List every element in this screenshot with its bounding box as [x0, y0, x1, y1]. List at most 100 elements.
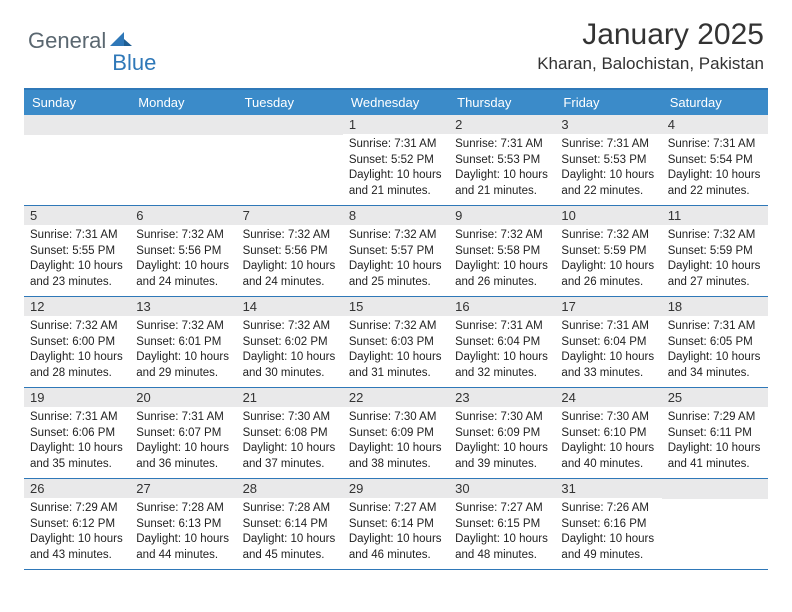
day-cell: 19 Sunrise: 7:31 AMSunset: 6:06 PMDayligh… — [24, 388, 130, 478]
daylight-text: Daylight: 10 hours and 21 minutes. — [349, 168, 443, 199]
location-label: Kharan, Balochistan, Pakistan — [537, 54, 764, 74]
day-details: Sunrise: 7:28 AMSunset: 6:14 PMDaylight:… — [243, 501, 337, 563]
daylight-text: Daylight: 10 hours and 22 minutes. — [561, 168, 655, 199]
day-header-fri: Friday — [555, 90, 661, 115]
day-number: 26 — [24, 479, 130, 498]
day-number: 28 — [237, 479, 343, 498]
sunrise-text: Sunrise: 7:32 AM — [136, 228, 230, 244]
week-row: 19 Sunrise: 7:31 AMSunset: 6:06 PMDayligh… — [24, 388, 768, 479]
sunrise-text: Sunrise: 7:28 AM — [136, 501, 230, 517]
sunset-text: Sunset: 5:52 PM — [349, 153, 443, 169]
sunset-text: Sunset: 6:00 PM — [30, 335, 124, 351]
day-number: 5 — [24, 206, 130, 225]
sunrise-text: Sunrise: 7:32 AM — [243, 228, 337, 244]
daylight-text: Daylight: 10 hours and 24 minutes. — [136, 259, 230, 290]
day-number: 15 — [343, 297, 449, 316]
day-details: Sunrise: 7:31 AMSunset: 6:07 PMDaylight:… — [136, 410, 230, 472]
day-cell: 2Sunrise: 7:31 AMSunset: 5:53 PMDaylight… — [449, 115, 555, 205]
sunset-text: Sunset: 5:56 PM — [243, 244, 337, 260]
sunset-text: Sunset: 6:08 PM — [243, 426, 337, 442]
daylight-text: Daylight: 10 hours and 25 minutes. — [349, 259, 443, 290]
daylight-text: Daylight: 10 hours and 45 minutes. — [243, 532, 337, 563]
sunset-text: Sunset: 6:04 PM — [561, 335, 655, 351]
sunset-text: Sunset: 6:14 PM — [349, 517, 443, 533]
day-details: Sunrise: 7:31 AMSunset: 6:05 PMDaylight:… — [668, 319, 762, 381]
day-details: Sunrise: 7:32 AMSunset: 5:57 PMDaylight:… — [349, 228, 443, 290]
daylight-text: Daylight: 10 hours and 43 minutes. — [30, 532, 124, 563]
daylight-text: Daylight: 10 hours and 30 minutes. — [243, 350, 337, 381]
daylight-text: Daylight: 10 hours and 28 minutes. — [30, 350, 124, 381]
sunset-text: Sunset: 6:02 PM — [243, 335, 337, 351]
day-details: Sunrise: 7:29 AMSunset: 6:11 PMDaylight:… — [668, 410, 762, 472]
day-details: Sunrise: 7:31 AMSunset: 5:55 PMDaylight:… — [30, 228, 124, 290]
sunset-text: Sunset: 6:09 PM — [349, 426, 443, 442]
daylight-text: Daylight: 10 hours and 38 minutes. — [349, 441, 443, 472]
daylight-text: Daylight: 10 hours and 39 minutes. — [455, 441, 549, 472]
sunset-text: Sunset: 6:01 PM — [136, 335, 230, 351]
day-number: 7 — [237, 206, 343, 225]
sunset-text: Sunset: 6:04 PM — [455, 335, 549, 351]
sunrise-text: Sunrise: 7:28 AM — [243, 501, 337, 517]
sunset-text: Sunset: 6:05 PM — [668, 335, 762, 351]
sunrise-text: Sunrise: 7:27 AM — [349, 501, 443, 517]
day-details: Sunrise: 7:27 AMSunset: 6:15 PMDaylight:… — [455, 501, 549, 563]
day-details: Sunrise: 7:32 AMSunset: 5:58 PMDaylight:… — [455, 228, 549, 290]
sunrise-text: Sunrise: 7:31 AM — [455, 319, 549, 335]
day-details: Sunrise: 7:26 AMSunset: 6:16 PMDaylight:… — [561, 501, 655, 563]
day-details: Sunrise: 7:30 AMSunset: 6:08 PMDaylight:… — [243, 410, 337, 472]
sunset-text: Sunset: 6:03 PM — [349, 335, 443, 351]
sunset-text: Sunset: 6:12 PM — [30, 517, 124, 533]
daylight-text: Daylight: 10 hours and 24 minutes. — [243, 259, 337, 290]
day-details: Sunrise: 7:32 AMSunset: 6:00 PMDaylight:… — [30, 319, 124, 381]
day-cell: 12Sunrise: 7:32 AMSunset: 6:00 PMDayligh… — [24, 297, 130, 387]
day-number: 13 — [130, 297, 236, 316]
sunrise-text: Sunrise: 7:31 AM — [668, 319, 762, 335]
day-cell: 6Sunrise: 7:32 AMSunset: 5:56 PMDaylight… — [130, 206, 236, 296]
sunset-text: Sunset: 5:58 PM — [455, 244, 549, 260]
day-cell: 25Sunrise: 7:29 AMSunset: 6:11 PMDayligh… — [662, 388, 768, 478]
day-details: Sunrise: 7:31 AMSunset: 5:54 PMDaylight:… — [668, 137, 762, 199]
sunset-text: Sunset: 6:14 PM — [243, 517, 337, 533]
day-cell: 24Sunrise: 7:30 AMSunset: 6:10 PMDayligh… — [555, 388, 661, 478]
sunrise-text: Sunrise: 7:31 AM — [561, 319, 655, 335]
day-number: 4 — [662, 115, 768, 134]
daylight-text: Daylight: 10 hours and 29 minutes. — [136, 350, 230, 381]
day-cell: 15Sunrise: 7:32 AMSunset: 6:03 PMDayligh… — [343, 297, 449, 387]
sunset-text: Sunset: 5:59 PM — [561, 244, 655, 260]
day-details: Sunrise: 7:30 AMSunset: 6:09 PMDaylight:… — [349, 410, 443, 472]
sunrise-text: Sunrise: 7:27 AM — [455, 501, 549, 517]
week-row: 1Sunrise: 7:31 AMSunset: 5:52 PMDaylight… — [24, 115, 768, 206]
day-number: 21 — [237, 388, 343, 407]
day-number: 22 — [343, 388, 449, 407]
daylight-text: Daylight: 10 hours and 46 minutes. — [349, 532, 443, 563]
day-details: Sunrise: 7:32 AMSunset: 5:56 PMDaylight:… — [243, 228, 337, 290]
logo: General Blue — [28, 18, 156, 64]
day-number: 31 — [555, 479, 661, 498]
day-cell: 3Sunrise: 7:31 AMSunset: 5:53 PMDaylight… — [555, 115, 661, 205]
sunset-text: Sunset: 6:07 PM — [136, 426, 230, 442]
daylight-text: Daylight: 10 hours and 26 minutes. — [561, 259, 655, 290]
day-details: Sunrise: 7:32 AMSunset: 5:59 PMDaylight:… — [561, 228, 655, 290]
daylight-text: Daylight: 10 hours and 41 minutes. — [668, 441, 762, 472]
sunrise-text: Sunrise: 7:32 AM — [349, 319, 443, 335]
day-cell: 14Sunrise: 7:32 AMSunset: 6:02 PMDayligh… — [237, 297, 343, 387]
day-details: Sunrise: 7:28 AMSunset: 6:13 PMDaylight:… — [136, 501, 230, 563]
day-cell: 5 Sunrise: 7:31 AMSunset: 5:55 PMDaylight… — [24, 206, 130, 296]
day-details: Sunrise: 7:31 AMSunset: 5:53 PMDaylight:… — [561, 137, 655, 199]
week-row: 5 Sunrise: 7:31 AMSunset: 5:55 PMDaylight… — [24, 206, 768, 297]
sunset-text: Sunset: 5:59 PM — [668, 244, 762, 260]
day-details: Sunrise: 7:29 AMSunset: 6:12 PMDaylight:… — [30, 501, 124, 563]
day-number: 19 — [24, 388, 130, 407]
day-cell — [662, 479, 768, 569]
day-header-wed: Wednesday — [343, 90, 449, 115]
day-number: 24 — [555, 388, 661, 407]
sunrise-text: Sunrise: 7:31 AM — [30, 410, 124, 426]
sunrise-text: Sunrise: 7:29 AM — [30, 501, 124, 517]
day-details: Sunrise: 7:32 AMSunset: 5:56 PMDaylight:… — [136, 228, 230, 290]
weeks-container: 1Sunrise: 7:31 AMSunset: 5:52 PMDaylight… — [24, 115, 768, 570]
day-details: Sunrise: 7:31 AMSunset: 6:06 PMDaylight:… — [30, 410, 124, 472]
day-cell: 29Sunrise: 7:27 AMSunset: 6:14 PMDayligh… — [343, 479, 449, 569]
sunrise-text: Sunrise: 7:30 AM — [455, 410, 549, 426]
day-header-mon: Monday — [130, 90, 236, 115]
daylight-text: Daylight: 10 hours and 22 minutes. — [668, 168, 762, 199]
